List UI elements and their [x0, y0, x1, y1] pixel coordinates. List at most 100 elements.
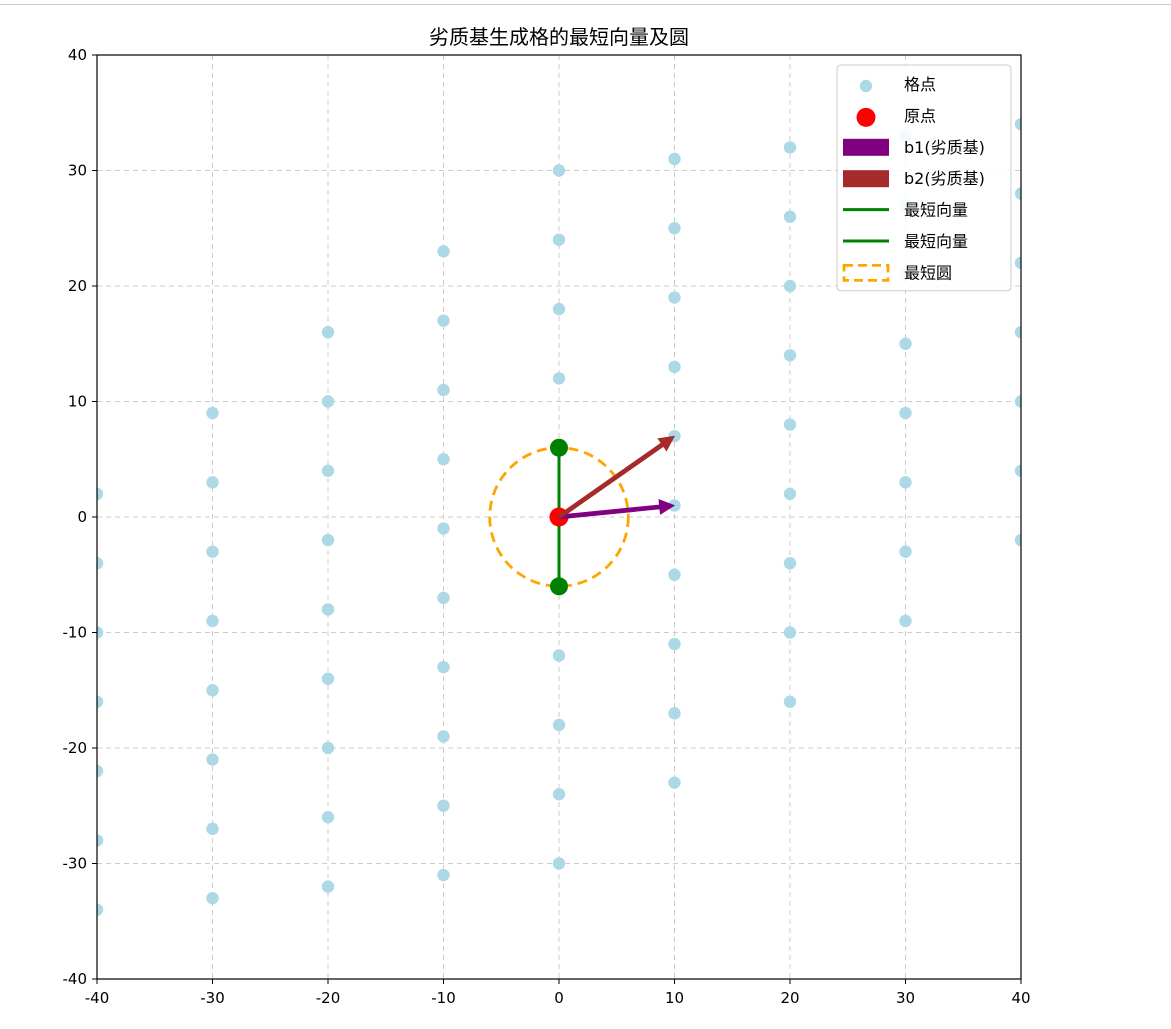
- legend-label: b1(劣质基): [904, 138, 985, 157]
- lattice-point: [206, 406, 219, 420]
- y-tick-label: 30: [68, 162, 87, 180]
- lattice-point: [668, 291, 681, 304]
- lattice-point: [668, 707, 681, 720]
- lattice-point: [437, 383, 450, 397]
- legend-swatch-dashbox: [842, 263, 890, 282]
- lattice-point: [899, 614, 912, 628]
- lattice-point: [97, 695, 104, 708]
- top-rule: [0, 4, 1171, 5]
- lattice-point: [552, 857, 566, 870]
- lattice-point: [668, 360, 681, 374]
- lattice-point: [783, 141, 797, 154]
- lattice-point: [668, 222, 681, 235]
- legend-label: 最短向量: [904, 201, 968, 220]
- lattice-point: [783, 279, 797, 293]
- x-tick-label: 10: [665, 989, 684, 1007]
- legend-box: [836, 64, 1012, 292]
- legend-swatch-patch: [843, 170, 889, 188]
- b2-vector-arrow: [557, 435, 676, 520]
- lattice-point: [783, 210, 797, 223]
- x-tick-label: -20: [316, 989, 341, 1007]
- lattice-point: [552, 233, 566, 246]
- y-tick-label: 10: [68, 393, 87, 411]
- lattice-point: [783, 418, 797, 431]
- lattice-point: [206, 545, 219, 558]
- lattice-point: [899, 545, 912, 558]
- lattice-point: [97, 557, 104, 570]
- y-tick-label: 0: [77, 508, 87, 526]
- lattice-point: [206, 614, 219, 628]
- lattice-point: [206, 684, 219, 697]
- x-tick-label: 20: [780, 989, 799, 1007]
- lattice-point: [321, 603, 335, 616]
- legend-swatch-lattice: [859, 79, 873, 93]
- lattice-point: [97, 764, 104, 778]
- y-tick-label: -20: [63, 739, 88, 757]
- lattice-point: [783, 349, 797, 362]
- lattice-point: [783, 487, 797, 501]
- lattice-point: [668, 152, 681, 166]
- lattice-point: [1014, 118, 1021, 131]
- y-tick-label: -10: [63, 624, 88, 642]
- lattice-point: [97, 834, 104, 847]
- lattice-point: [1014, 256, 1021, 270]
- lattice-point: [206, 891, 219, 905]
- shortest-vector-endpoint: [550, 438, 568, 457]
- legend-swatch-patch: [843, 138, 889, 156]
- lattice-point: [552, 649, 566, 662]
- legend-label: 最短向量: [904, 232, 968, 251]
- lattice-point: [1014, 187, 1021, 200]
- lattice-point: [552, 718, 566, 732]
- lattice-point: [97, 487, 104, 501]
- lattice-point: [668, 776, 681, 789]
- lattice-point: [899, 337, 912, 350]
- lattice-point: [321, 464, 335, 477]
- lattice-point: [1014, 395, 1021, 408]
- lattice-point: [97, 903, 104, 916]
- lattice-point: [437, 522, 450, 535]
- lattice-point: [321, 533, 335, 547]
- lattice-point: [1014, 326, 1021, 339]
- lattice-point: [552, 372, 566, 385]
- lattice-point: [552, 164, 566, 177]
- x-tick-label: 30: [896, 989, 915, 1007]
- lattice-point: [321, 395, 335, 408]
- lattice-point: [783, 626, 797, 639]
- lattice-point: [437, 314, 450, 327]
- lattice-point: [206, 753, 219, 766]
- legend-label: 原点: [904, 106, 936, 125]
- lattice-point: [206, 822, 219, 836]
- lattice-point: [668, 568, 681, 581]
- lattice-point: [321, 326, 335, 339]
- x-tick-label: 0: [554, 989, 564, 1007]
- chart-title: 劣质基生成格的最短向量及圆: [429, 25, 689, 49]
- lattice-point: [437, 245, 450, 258]
- lattice-point: [668, 637, 681, 651]
- lattice-point: [321, 741, 335, 755]
- lattice-point: [321, 811, 335, 824]
- lattice-point: [437, 799, 450, 812]
- lattice-point: [437, 660, 450, 674]
- lattice-point: [552, 788, 566, 801]
- lattice-point: [321, 880, 335, 893]
- lattice-point: [899, 476, 912, 489]
- ticks: -40 -30 -20 -10 0 10 20 30 40 -40 -30 -20 -10 0 10 20 30…: [63, 46, 1031, 1007]
- lattice-point: [437, 453, 450, 466]
- lattice-point: [783, 695, 797, 708]
- x-tick-label: 40: [1011, 989, 1030, 1007]
- lattice-point: [437, 730, 450, 743]
- legend-label: b2(劣质基): [904, 169, 985, 188]
- lattice-point: [437, 591, 450, 605]
- y-tick-label: -30: [63, 855, 88, 873]
- b1-vector-arrow: [558, 499, 676, 520]
- lattice-point: [1014, 464, 1021, 477]
- lattice-point: [783, 557, 797, 570]
- y-tick-label: 20: [68, 277, 87, 295]
- y-tick-label: 40: [68, 46, 87, 64]
- x-tick-label: -30: [200, 989, 225, 1007]
- x-tick-label: -40: [85, 989, 110, 1007]
- lattice-point: [437, 868, 450, 882]
- lattice-point: [1014, 533, 1021, 547]
